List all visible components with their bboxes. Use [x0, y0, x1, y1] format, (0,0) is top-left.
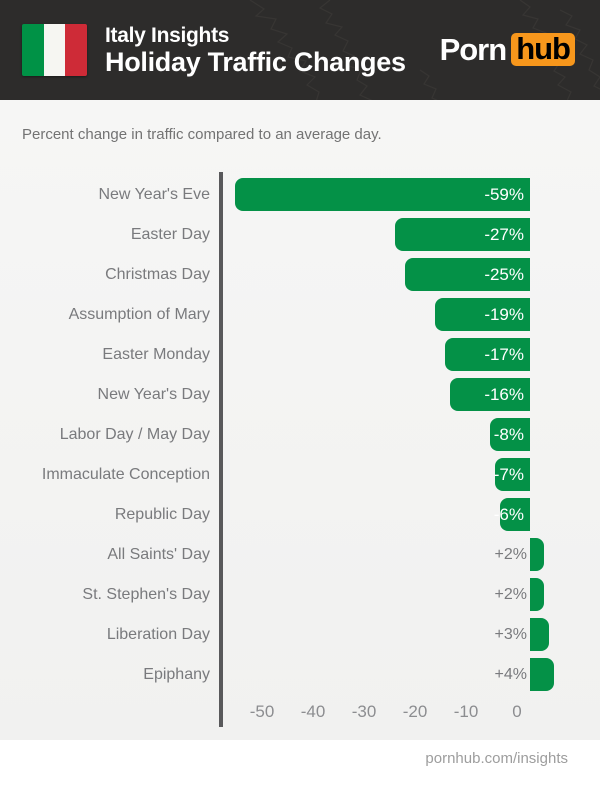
bar-row: Assumption of Mary -19%	[0, 297, 600, 331]
bar: -8%	[490, 417, 530, 451]
axis-tick-label: -20	[402, 702, 428, 721]
axis-tick-label: 0	[512, 702, 522, 721]
bar-value-label: +3%	[494, 625, 527, 643]
insights-url: pornhub.com/insights	[425, 750, 568, 767]
bar: -19%	[435, 297, 530, 331]
bar-value-label: -17%	[484, 344, 524, 364]
page-title: Holiday Traffic Changes	[105, 47, 406, 77]
category-label: Epiphany	[143, 665, 210, 683]
flag-green-stripe	[22, 24, 44, 76]
axis-baseline	[219, 172, 223, 727]
bar-row: All Saints' Day +2%	[0, 537, 600, 571]
logo-text-porn: Porn	[439, 32, 508, 67]
bar-value-label: +4%	[494, 665, 527, 683]
bar-value-label: -59%	[484, 184, 524, 204]
bar-row: New Year's Eve -59%	[0, 177, 600, 211]
bar-value-label: +2%	[494, 585, 527, 603]
bar-value-label: -6%	[493, 504, 524, 524]
flag-white-stripe	[43, 24, 66, 76]
pornhub-logo: Porn hub	[440, 33, 575, 66]
header-titles: Italy Insights Holiday Traffic Changes	[105, 24, 406, 77]
bar	[530, 577, 544, 611]
bar-row: Labor Day / May Day -8%	[0, 417, 600, 451]
bar-row: Christmas Day -25%	[0, 257, 600, 291]
chart-panel: Percent change in traffic compared to an…	[0, 100, 600, 740]
bar-row: Liberation Day +3%	[0, 617, 600, 651]
category-label: All Saints' Day	[107, 545, 210, 563]
bar: -25%	[405, 257, 530, 291]
category-label: New Year's Day	[97, 385, 210, 403]
category-label: New Year's Eve	[98, 185, 210, 203]
flag-red-stripe	[65, 24, 87, 76]
header: Italy Insights Holiday Traffic Changes P…	[0, 0, 600, 100]
bar: -59%	[235, 177, 530, 211]
category-label: Liberation Day	[106, 625, 210, 643]
bar-value-label: -19%	[484, 304, 524, 324]
bar	[530, 537, 544, 571]
bar-row: Epiphany +4%	[0, 657, 600, 691]
bar-row: Immaculate Conception -7%	[0, 457, 600, 491]
axis-tick-label: -50	[249, 702, 275, 721]
bar	[530, 657, 554, 691]
axis-tick-label: -30	[351, 702, 377, 721]
bar-value-label: -25%	[484, 264, 524, 284]
bar-row: Easter Monday -17%	[0, 337, 600, 371]
category-label: Easter Monday	[102, 345, 210, 363]
category-label: Immaculate Conception	[41, 465, 210, 483]
bar: -7%	[493, 457, 530, 491]
bar-row: New Year's Day -16%	[0, 377, 600, 411]
bar-value-label: -16%	[484, 384, 524, 404]
italy-flag	[22, 24, 87, 76]
axis-tick-label: -40	[300, 702, 326, 721]
bar: -27%	[395, 217, 530, 251]
bar: -17%	[445, 337, 530, 371]
category-label: Easter Day	[130, 225, 210, 243]
logo-text-hub: hub	[511, 33, 575, 66]
category-label: Christmas Day	[105, 265, 210, 283]
axis-tick-label: -10	[453, 702, 479, 721]
bar: -6%	[494, 497, 530, 531]
bar: -16%	[450, 377, 530, 411]
bar-value-label: -8%	[493, 424, 524, 444]
category-label: Labor Day / May Day	[59, 425, 210, 443]
bar-row: Republic Day -6%	[0, 497, 600, 531]
bar-row: Easter Day -27%	[0, 217, 600, 251]
bar-value-label: -7%	[493, 464, 524, 484]
bar-value-label: +2%	[494, 545, 527, 563]
insights-title: Italy Insights	[105, 24, 230, 47]
bar-row: St. Stephen's Day +2%	[0, 577, 600, 611]
category-label: St. Stephen's Day	[82, 585, 210, 603]
category-label: Assumption of Mary	[68, 305, 210, 323]
chart-subtitle: Percent change in traffic compared to an…	[22, 126, 382, 143]
bar	[530, 617, 549, 651]
bar-value-label: -27%	[484, 224, 524, 244]
category-label: Republic Day	[114, 505, 210, 523]
